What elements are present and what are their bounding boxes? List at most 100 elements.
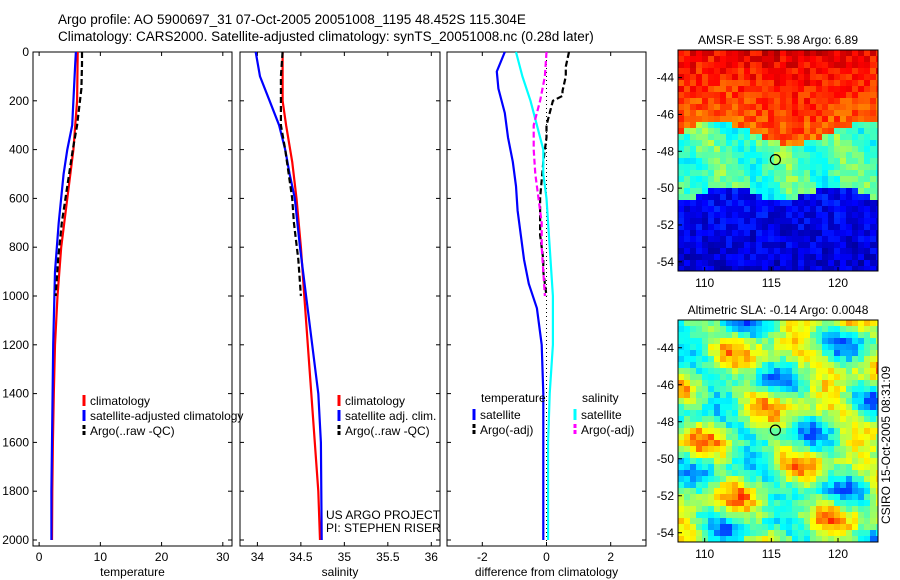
sla-heatmap-cell (774, 320, 781, 327)
sst-heatmap-cell (786, 80, 793, 87)
sla-heatmap-cell (816, 494, 823, 501)
sla-heatmap-cell (792, 398, 799, 405)
sla-heatmap-cell (822, 536, 829, 542)
sst-heatmap-cell (708, 266, 715, 271)
sst-heatmap-cell (708, 122, 715, 129)
sst-heatmap-cell (690, 146, 697, 153)
sst-heatmap-cell (756, 134, 763, 141)
sst-heatmap-cell (804, 98, 811, 105)
sla-heatmap-cell (678, 416, 685, 423)
sst-heatmap-cell (858, 56, 865, 63)
sla-heatmap-cell (768, 452, 775, 459)
sla-heatmap-cell (846, 476, 853, 483)
sst-heatmap-cell (750, 230, 757, 237)
sst-heatmap-cell (822, 128, 829, 135)
sst-heatmap-cell (744, 86, 751, 93)
sla-heatmap-cell (858, 530, 865, 537)
sst-heatmap-cell (828, 140, 835, 147)
sla-heatmap-cell (816, 536, 823, 542)
sst-heatmap-cell (732, 110, 739, 117)
sst-heatmap-cell (828, 146, 835, 153)
sst-heatmap-cell (762, 206, 769, 213)
sst-heatmap-cell (756, 254, 763, 261)
sst-heatmap-cell (864, 122, 871, 129)
sla-heatmap-cell (702, 344, 709, 351)
sst-heatmap-cell (864, 134, 871, 141)
sst-heatmap-cell (690, 122, 697, 129)
sst-heatmap-cell (738, 260, 745, 267)
sla-heatmap-cell (792, 536, 799, 542)
sla-heatmap-cell (858, 320, 865, 327)
sst-heatmap-cell (750, 260, 757, 267)
sla-heatmap-cell (678, 440, 685, 447)
sst-heatmap-cell (774, 92, 781, 99)
sla-heatmap-cell (840, 338, 847, 345)
sla-heatmap-cell (738, 482, 745, 489)
sst-heatmap-cell (702, 98, 709, 105)
sla-heatmap-cell (846, 344, 853, 351)
sst-heatmap-cell (732, 62, 739, 69)
sla-heatmap-cell (768, 386, 775, 393)
sla-heatmap-cell (810, 380, 817, 387)
sla-heatmap-cell (738, 428, 745, 435)
sst-heatmap-cell (852, 194, 859, 201)
sst-heatmap-cell (822, 152, 829, 159)
sla-heatmap-cell (696, 362, 703, 369)
sst-heatmap-cell (816, 194, 823, 201)
sst-heatmap-cell (828, 206, 835, 213)
sst-heatmap-cell (876, 50, 878, 57)
sst-heatmap-cell (684, 74, 691, 81)
sst-heatmap-cell (786, 140, 793, 147)
sla-heatmap-cell (840, 476, 847, 483)
sst-heatmap-cell (696, 248, 703, 255)
sla-heatmap-cell (744, 320, 751, 327)
sla-heatmap-cell (744, 458, 751, 465)
sla-heatmap-cell (840, 452, 847, 459)
sst-heatmap-cell (750, 98, 757, 105)
sla-heatmap-cell (870, 536, 877, 542)
sst-heatmap-cell (810, 176, 817, 183)
sla-heatmap-cell (750, 500, 757, 507)
sst-heatmap-cell (858, 68, 865, 75)
sla-heatmap-cell (870, 452, 877, 459)
sla-heatmap-cell (834, 530, 841, 537)
sst-heatmap-cell (834, 176, 841, 183)
sst-heatmap-cell (702, 56, 709, 63)
sla-heatmap-cell (744, 332, 751, 339)
sla-heatmap-cell (750, 536, 757, 542)
sla-heatmap-cell (738, 416, 745, 423)
sst-heatmap-cell (822, 254, 829, 261)
sst-heatmap-cell (804, 80, 811, 87)
sla-heatmap-cell (786, 392, 793, 399)
sst-heatmap-cell (846, 182, 853, 189)
sla-heatmap-cell (780, 506, 787, 513)
sst-heatmap-cell (768, 152, 775, 159)
sst-heatmap-cell (864, 176, 871, 183)
sst-heatmap-cell (756, 230, 763, 237)
sst-heatmap-cell (798, 158, 805, 165)
sst-heatmap-cell (804, 122, 811, 129)
sst-heatmap-cell (678, 188, 685, 195)
sla-heatmap-cell (870, 470, 877, 477)
sst-heatmap-cell (810, 110, 817, 117)
sla-heatmap-cell (846, 464, 853, 471)
sst-argo-marker (769, 154, 781, 166)
sla-heatmap-cell (858, 374, 865, 381)
sla-heatmap-cell (798, 476, 805, 483)
sla-heatmap-cell (870, 404, 877, 411)
sla-heatmap-cell (708, 452, 715, 459)
sst-heatmap-cell (870, 86, 877, 93)
sla-heatmap-cell (822, 530, 829, 537)
sla-heatmap-cell (708, 374, 715, 381)
sst-heatmap-cell (690, 158, 697, 165)
sla-heatmap-cell (858, 422, 865, 429)
sst-heatmap-cell (810, 152, 817, 159)
sla-heatmap-cell (720, 410, 727, 417)
sst-heatmap-cell (810, 68, 817, 75)
sla-heatmap-cell (816, 488, 823, 495)
sla-heatmap-cell (720, 476, 727, 483)
sst-heatmap-cell (834, 194, 841, 201)
sst-heatmap-cell (744, 254, 751, 261)
sst-heatmap-cell (828, 242, 835, 249)
sst-heatmap-cell (876, 140, 878, 147)
